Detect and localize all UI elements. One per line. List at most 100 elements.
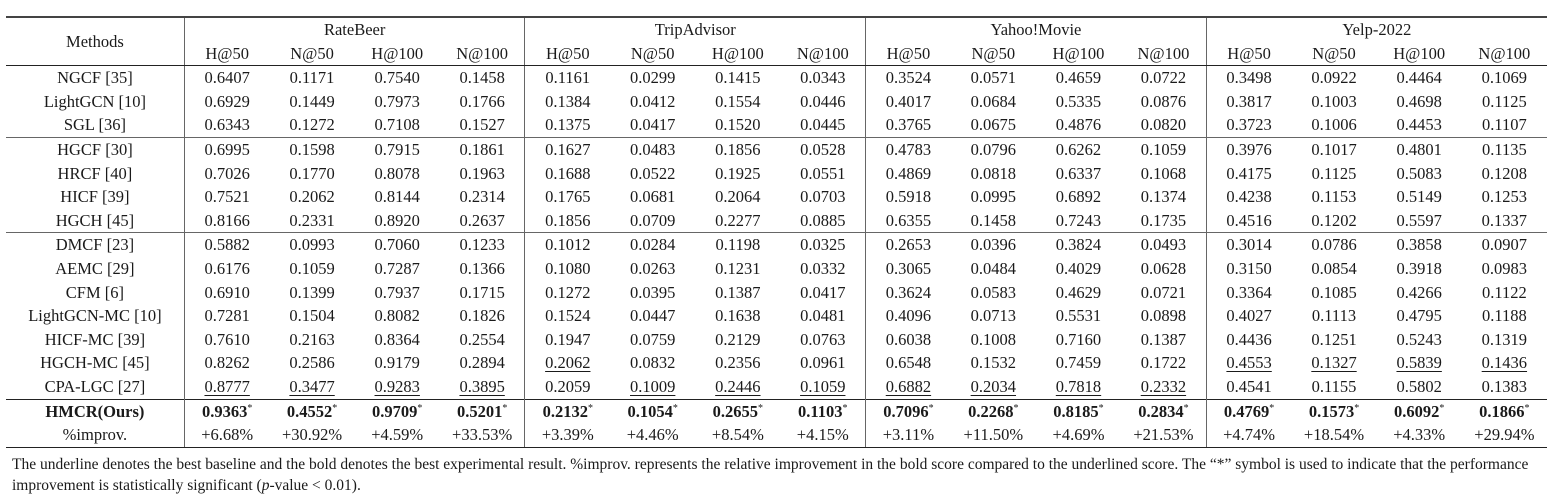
- table-caption: The underline denotes the best baseline …: [12, 454, 1542, 496]
- value-text: 0.7540: [374, 68, 420, 88]
- value-text: 0.4464: [1396, 68, 1442, 88]
- metric-value: 0.6892: [1036, 185, 1121, 209]
- value-text: 0.1861: [459, 139, 505, 159]
- value-text: 0.1161: [545, 68, 591, 88]
- value-text: 0.1059: [1140, 139, 1187, 159]
- metric-value: 0.8144: [355, 185, 440, 209]
- method-name: CPA-LGC [27]: [6, 374, 185, 399]
- metric-value: 0.4869: [866, 162, 951, 186]
- metric-value: 0.1319: [1462, 328, 1547, 352]
- value-text: 0.0684: [970, 91, 1017, 111]
- value-text: 0.0786: [1311, 235, 1357, 255]
- metric-value: 0.4453: [1377, 113, 1462, 137]
- metric-value: 0.6092*: [1376, 398, 1462, 424]
- value-text: 0.9363: [201, 401, 248, 421]
- value-text: 0.0284: [630, 235, 676, 255]
- metric-value: 0.0284: [610, 232, 696, 257]
- value-text: 0.8078: [374, 163, 420, 183]
- metric-value: 0.4516: [1206, 209, 1291, 233]
- value-text: +8.54%: [711, 425, 764, 445]
- metric-value: 0.1375: [525, 113, 610, 137]
- dataset-header-row: Methods RateBeer TripAdvisor Yahoo!Movie…: [6, 16, 1547, 67]
- value-text: 0.1054: [627, 401, 673, 421]
- significance-marker: *: [1098, 402, 1104, 414]
- metric-value: 0.0763: [780, 327, 867, 352]
- metric-header: N@50: [610, 41, 696, 67]
- value-text: 0.3824: [1055, 235, 1102, 255]
- metric-header: H@100: [695, 41, 781, 67]
- method-name: LightGCN-MC [10]: [6, 304, 185, 328]
- metric-value: 0.2132*: [524, 398, 611, 424]
- value-text: 0.1770: [289, 163, 335, 183]
- metric-value: 0.0876: [1121, 89, 1207, 114]
- significance-marker: *: [332, 402, 338, 414]
- table-row: HGCF [30] 0.6995 0.1598 0.7915 0.1861 0.1627 0…: [6, 136, 1547, 162]
- metric-header: H@100: [1035, 41, 1122, 67]
- metric-value: 0.5531: [1036, 304, 1121, 328]
- metric-value: 0.1947: [525, 328, 610, 352]
- metric-value: 0.6407: [184, 66, 269, 90]
- value-text: 0.1366: [459, 258, 505, 278]
- value-text: 0.5243: [1396, 329, 1442, 349]
- metric-value: 0.2356: [695, 351, 780, 375]
- value-text: 0.7287: [374, 258, 420, 278]
- metric-value: 0.1059: [1121, 136, 1207, 162]
- metric-value: 0.0832: [610, 351, 695, 375]
- value-text: 0.3918: [1396, 258, 1442, 278]
- value-text: 0.4541: [1226, 376, 1272, 396]
- metric-value: 0.1103*: [780, 398, 867, 424]
- value-text: 0.1458: [970, 210, 1017, 230]
- value-text: 0.5201: [456, 401, 503, 421]
- value-text: 0.0820: [1140, 115, 1187, 135]
- value-text: 0.1735: [1140, 210, 1187, 230]
- table-row: HICF-MC [39] 0.7610 0.2163 0.8364 0.2554 0.19…: [6, 327, 1547, 352]
- value-text: 0.1319: [1481, 329, 1528, 349]
- value-text: 0.0993: [289, 235, 335, 255]
- value-text: 0.1688: [545, 163, 591, 183]
- value-text: 0.1122: [1481, 282, 1527, 302]
- metric-value: 0.1153: [1291, 185, 1376, 209]
- table-row: HGCH [45] 0.8166 0.2331 0.8920 0.2637 0.1856 0…: [6, 208, 1547, 233]
- value-text: 0.5531: [1055, 306, 1102, 326]
- table-row: NGCF [35] 0.6407 0.1171 0.7540 0.1458 0.1161 0…: [6, 65, 1547, 90]
- value-text: 0.1520: [715, 115, 761, 135]
- value-text: 0.0922: [1311, 68, 1357, 88]
- metric-value: 0.1003: [1291, 90, 1376, 114]
- value-text: 0.1375: [545, 115, 591, 135]
- value-text: 0.3014: [1226, 235, 1272, 255]
- value-text: 0.3765: [885, 115, 932, 135]
- significance-marker: *: [1183, 402, 1189, 414]
- value-text: 0.7281: [204, 306, 250, 326]
- caption-text: The underline denotes the best baseline …: [12, 456, 1529, 494]
- metric-value: 0.1765: [525, 185, 610, 209]
- value-text: 0.1415: [715, 68, 761, 88]
- metric-value: 0.1826: [439, 304, 526, 328]
- metric-value: 0.1436: [1462, 351, 1547, 375]
- value-text: 0.1208: [1481, 163, 1528, 183]
- value-text: 0.1383: [1481, 376, 1528, 396]
- value-text: 0.0332: [800, 258, 846, 278]
- methods-header: Methods: [6, 16, 185, 67]
- value-text: 0.4783: [885, 139, 932, 159]
- value-text: 0.2064: [715, 187, 761, 207]
- value-text: 0.0484: [970, 258, 1017, 278]
- metric-value: 0.5882: [184, 232, 270, 257]
- value-text: +21.53%: [1133, 425, 1194, 445]
- value-text: 0.1231: [715, 258, 761, 278]
- metric-value: 0.2059: [525, 375, 610, 399]
- value-text: 0.0713: [970, 306, 1017, 326]
- metric-value: 0.0786: [1291, 232, 1377, 257]
- metric-value: 0.2586: [269, 351, 354, 375]
- value-text: 0.0395: [630, 282, 676, 302]
- metric-value: 0.6176: [184, 257, 269, 281]
- results-body: NGCF [35] 0.6407 0.1171 0.7540 0.1458 0.1161 0…: [6, 65, 1547, 448]
- metric-value: 0.1125: [1462, 90, 1547, 114]
- metric-value: 0.0818: [951, 162, 1036, 186]
- value-text: 0.2163: [289, 329, 335, 349]
- metric-value: 0.1856: [695, 136, 781, 162]
- method-name: AEMC [29]: [6, 256, 185, 281]
- value-text: 0.8185: [1053, 401, 1099, 421]
- value-text: 0.0445: [800, 115, 846, 135]
- metric-value: 0.7096*: [865, 398, 951, 424]
- value-text: 0.0417: [630, 115, 676, 135]
